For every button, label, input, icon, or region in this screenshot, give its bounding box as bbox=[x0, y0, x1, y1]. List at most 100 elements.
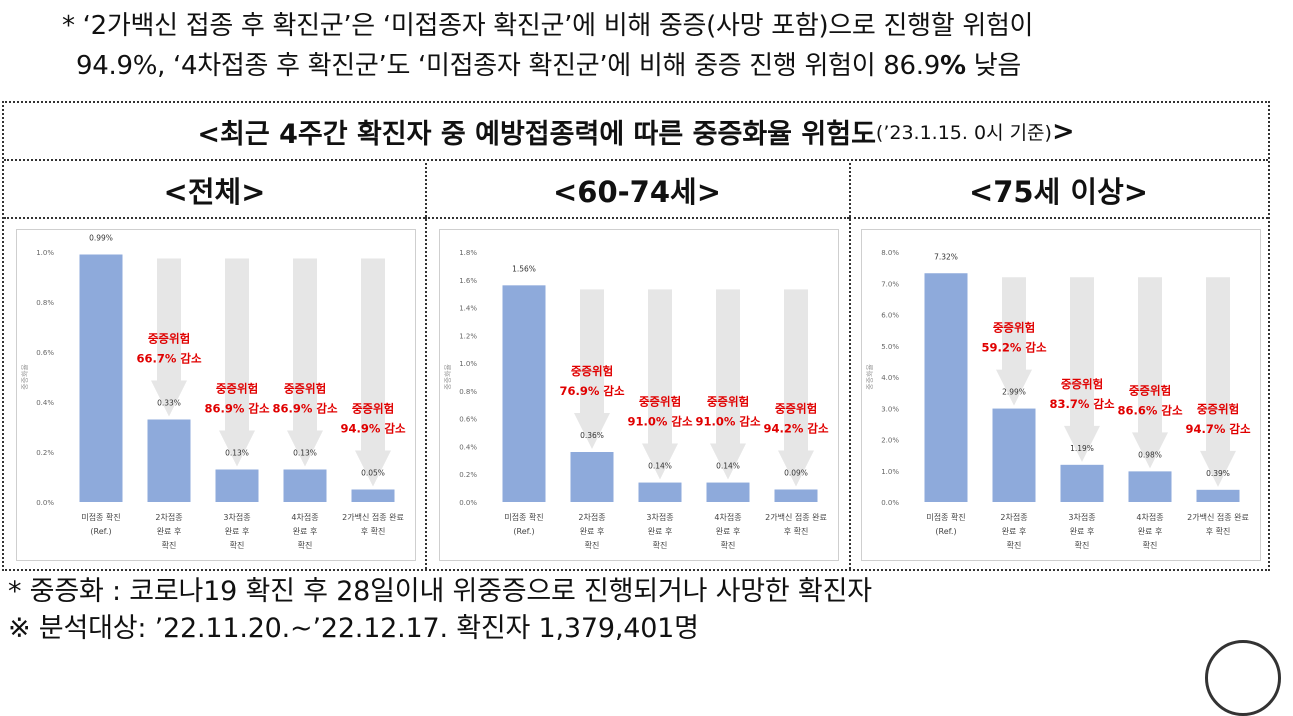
y-axis-title: 중증화율 bbox=[866, 364, 874, 390]
corner-mark bbox=[1205, 640, 1281, 716]
x-tick-label: 확진 bbox=[1007, 540, 1022, 550]
reduction-arrow bbox=[642, 289, 678, 480]
reduction-arrow bbox=[1200, 277, 1236, 487]
risk-annotation-value: 94.9% 감소 bbox=[340, 422, 405, 436]
data-label: 0.33% bbox=[157, 399, 181, 408]
bar bbox=[283, 469, 327, 502]
x-tick-label: 2차접종 bbox=[155, 512, 182, 522]
panel-title-all: <전체> bbox=[4, 163, 425, 219]
bar bbox=[1196, 489, 1240, 502]
y-tick-label: 7.0% bbox=[881, 280, 899, 288]
x-tick-label: 2차접종 bbox=[578, 512, 605, 522]
risk-annotation-value: 76.9% 감소 bbox=[559, 384, 624, 398]
x-tick-label: 3차접종 bbox=[1068, 512, 1095, 522]
bar bbox=[706, 482, 750, 502]
x-tick-label: 완료 후 bbox=[225, 527, 250, 536]
reduction-arrow bbox=[1064, 277, 1100, 462]
data-label: 7.32% bbox=[934, 252, 958, 261]
risk-annotation-value: 94.2% 감소 bbox=[763, 422, 828, 436]
y-tick-label: 8.0% bbox=[881, 249, 899, 257]
risk-annotation-label: 중증위험 bbox=[1129, 383, 1171, 397]
panel-title-75-plus: <75세 이상> bbox=[849, 163, 1268, 219]
y-axis-title: 중증화율 bbox=[21, 364, 29, 390]
panel-divider bbox=[849, 163, 851, 569]
data-label: 1.56% bbox=[512, 264, 536, 273]
chart-60-74-svg: 0.0% 0.2% 0.4% 0.6% 0.8% 1.0% 1.2% 1.4% 1.6% 1.8%… bbox=[444, 249, 829, 550]
y-tick-label: 0.4% bbox=[459, 443, 477, 451]
y-tick-label: 0.4% bbox=[36, 399, 54, 407]
risk-annotation-label: 중증위험 bbox=[1197, 402, 1239, 416]
figure-title-date: (’23.1.15. 0시 기준) bbox=[875, 121, 1052, 144]
x-tick-label: 확진 bbox=[721, 540, 736, 550]
data-label: 0.09% bbox=[784, 469, 808, 478]
risk-annotation-value: 66.7% 감소 bbox=[136, 352, 201, 366]
x-tick-label: (Ref.) bbox=[935, 527, 956, 536]
chart-all-svg: 0.0% 0.2% 0.4% 0.6% 0.8% 1.0% 중증화율 0.99% 미접종 확진 (… bbox=[21, 234, 406, 551]
data-label: 0.13% bbox=[293, 449, 317, 458]
x-tick-label: 완료 후 bbox=[648, 527, 673, 536]
y-tick-label: 0.8% bbox=[459, 388, 477, 396]
top-note-line-2-suffix: 낮음 bbox=[965, 51, 1022, 81]
bottom-note-definition: * 중증화 : 코로나19 확진 후 28일이내 위중증으로 진행되거나 사망한… bbox=[8, 576, 872, 607]
y-tick-label: 1.0% bbox=[881, 468, 899, 476]
y-axis: 0.0% 1.0% 2.0% 3.0% 4.0% 5.0% 6.0% 7.0% 8.0% bbox=[881, 249, 899, 507]
bar bbox=[570, 452, 614, 502]
reduction-arrow bbox=[1132, 277, 1168, 469]
data-label: 0.39% bbox=[1206, 469, 1230, 478]
bar bbox=[1128, 471, 1172, 502]
reduction-arrow bbox=[710, 289, 746, 480]
chart-all: 0.0% 0.2% 0.4% 0.6% 0.8% 1.0% 중증화율 0.99% 미접종 확진 (… bbox=[16, 229, 416, 561]
x-tick-label: 미접종 확진 bbox=[81, 512, 120, 522]
risk-annotation-label: 중증위험 bbox=[284, 382, 326, 396]
x-tick-label: 완료 후 bbox=[1002, 527, 1027, 536]
y-tick-label: 3.0% bbox=[881, 405, 899, 413]
figure-title-main: <최근 4주간 확진자 중 예방접종력에 따른 중증화율 위험도 bbox=[197, 118, 876, 150]
x-tick-label: 미접종 확진 bbox=[504, 512, 543, 522]
bar bbox=[79, 254, 123, 502]
data-label: 0.05% bbox=[361, 469, 385, 478]
x-tick-label: 후 확진 bbox=[1206, 526, 1231, 536]
data-label: 0.13% bbox=[225, 449, 249, 458]
x-tick-label: 2가백신 접종 완료 bbox=[342, 512, 404, 522]
chart-75-plus: 0.0% 1.0% 2.0% 3.0% 4.0% 5.0% 6.0% 7.0% 8.0% 중증화율… bbox=[861, 229, 1261, 561]
risk-annotation-label: 중증위험 bbox=[993, 321, 1035, 335]
x-tick-label: 완료 후 bbox=[1070, 527, 1095, 536]
x-tick-label: 확진 bbox=[1143, 540, 1158, 550]
top-note-line-2-prefix: 94.9%, ‘4차접종 후 확진군’도 ‘미접종자 확진군’에 비해 중증 진… bbox=[76, 51, 940, 81]
x-tick-label: 3차접종 bbox=[223, 512, 250, 522]
risk-annotation-label: 중증위험 bbox=[639, 395, 681, 409]
x-tick-label: 후 확진 bbox=[361, 526, 386, 536]
y-tick-label: 1.0% bbox=[459, 360, 477, 368]
y-tick-label: 0.6% bbox=[36, 349, 54, 357]
x-tick-label: 확진 bbox=[162, 540, 177, 550]
x-tick-label: 미접종 확진 bbox=[926, 512, 965, 522]
data-label: 0.98% bbox=[1138, 450, 1162, 459]
reduction-arrow bbox=[355, 258, 391, 487]
x-tick-label: 3차접종 bbox=[646, 512, 673, 522]
top-note: * ‘2가백신 접종 후 확진군’은 ‘미접종자 확진군’에 비해 중증(사망 … bbox=[62, 6, 1287, 86]
reduction-arrow bbox=[778, 289, 814, 487]
risk-annotation-value: 91.0% 감소 bbox=[695, 415, 760, 429]
reduction-arrow bbox=[219, 258, 255, 467]
y-tick-label: 2.0% bbox=[881, 437, 899, 445]
bar bbox=[638, 482, 682, 502]
x-tick-label: 확진 bbox=[298, 540, 313, 550]
data-label: 0.14% bbox=[648, 462, 672, 471]
top-note-line-2: 94.9%, ‘4차접종 후 확진군’도 ‘미접종자 확진군’에 비해 중증 진… bbox=[62, 46, 1287, 86]
y-tick-label: 4.0% bbox=[881, 374, 899, 382]
x-tick-label: 완료 후 bbox=[1138, 527, 1163, 536]
risk-annotation-value: 91.0% 감소 bbox=[627, 415, 692, 429]
x-tick-label: 후 확진 bbox=[784, 526, 809, 536]
risk-annotation-label: 중증위험 bbox=[148, 332, 190, 346]
x-tick-label: 2가백신 접종 완료 bbox=[765, 512, 827, 522]
risk-annotation-value: 86.6% 감소 bbox=[1117, 403, 1182, 417]
y-tick-label: 1.8% bbox=[459, 249, 477, 257]
y-axis: 0.0% 0.2% 0.4% 0.6% 0.8% 1.0% 1.2% 1.4% 1.6% 1.8% bbox=[459, 249, 477, 507]
x-tick-label: (Ref.) bbox=[513, 527, 534, 536]
top-note-line-1: * ‘2가백신 접종 후 확진군’은 ‘미접종자 확진군’에 비해 중증(사망 … bbox=[62, 11, 1034, 41]
risk-annotation-label: 중증위험 bbox=[352, 402, 394, 416]
x-tick-label: 확진 bbox=[1075, 540, 1090, 550]
reduction-arrow bbox=[996, 277, 1032, 406]
x-tick-label: (Ref.) bbox=[90, 527, 111, 536]
y-tick-label: 0.8% bbox=[36, 299, 54, 307]
